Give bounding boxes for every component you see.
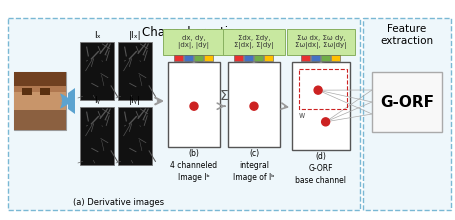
Bar: [80, 107, 114, 165]
Text: Channel creation: Channel creation: [142, 26, 242, 39]
Text: |Iᵧ|: |Iᵧ|: [129, 96, 141, 105]
Bar: [22, 88, 32, 95]
Bar: [184, 55, 192, 61]
Bar: [253, 55, 263, 61]
FancyBboxPatch shape: [162, 29, 224, 55]
Text: Σω dx, Σω dy,
Σω|dx|, Σω|dy|: Σω dx, Σω dy, Σω|dx|, Σω|dy|: [294, 35, 346, 49]
Text: |Iₓ|: |Iₓ|: [128, 31, 141, 40]
Bar: [291, 62, 349, 150]
Bar: [118, 107, 152, 165]
Bar: [8, 18, 359, 210]
Polygon shape: [68, 88, 75, 114]
Bar: [228, 62, 279, 147]
Text: G-ORF: G-ORF: [379, 95, 433, 110]
Text: (b)
4 channeled
Image Iᵇ: (b) 4 channeled Image Iᵇ: [170, 149, 217, 181]
Bar: [174, 55, 182, 61]
Bar: [233, 55, 243, 61]
Bar: [362, 18, 450, 210]
Bar: [243, 55, 253, 61]
Bar: [167, 62, 219, 147]
Bar: [80, 42, 114, 100]
FancyBboxPatch shape: [286, 29, 354, 55]
Bar: [14, 72, 66, 86]
Text: Feature
extraction: Feature extraction: [379, 24, 433, 46]
Bar: [40, 88, 50, 95]
FancyBboxPatch shape: [222, 29, 284, 55]
Circle shape: [313, 86, 321, 94]
Bar: [371, 72, 441, 132]
Text: Σ: Σ: [219, 89, 228, 103]
Bar: [263, 55, 273, 61]
Bar: [14, 110, 66, 130]
Bar: [298, 69, 346, 109]
Text: (c)
integral
Image of Iᵇ: (c) integral Image of Iᵇ: [233, 149, 274, 181]
Circle shape: [321, 118, 329, 126]
Text: w: w: [298, 111, 304, 120]
Text: (d)
G-ORF
base channel: (d) G-ORF base channel: [295, 152, 346, 185]
Bar: [310, 55, 319, 61]
Bar: [14, 72, 66, 130]
Bar: [330, 55, 339, 61]
Text: Iᵧ: Iᵧ: [94, 96, 100, 105]
Circle shape: [190, 102, 197, 110]
Text: dx, dy,
|dx|, |dy|: dx, dy, |dx|, |dy|: [178, 35, 209, 49]
Bar: [300, 55, 309, 61]
Text: Σdx, Σdy,
Σ|dx|, Σ|dy|: Σdx, Σdy, Σ|dx|, Σ|dy|: [233, 35, 273, 49]
Bar: [14, 72, 66, 92]
Bar: [118, 42, 152, 100]
Text: (a) Derivative images: (a) Derivative images: [73, 198, 164, 207]
Text: Iₓ: Iₓ: [93, 31, 100, 40]
Bar: [14, 92, 66, 110]
Bar: [203, 55, 212, 61]
Bar: [193, 55, 202, 61]
Circle shape: [249, 102, 258, 110]
Bar: [320, 55, 329, 61]
